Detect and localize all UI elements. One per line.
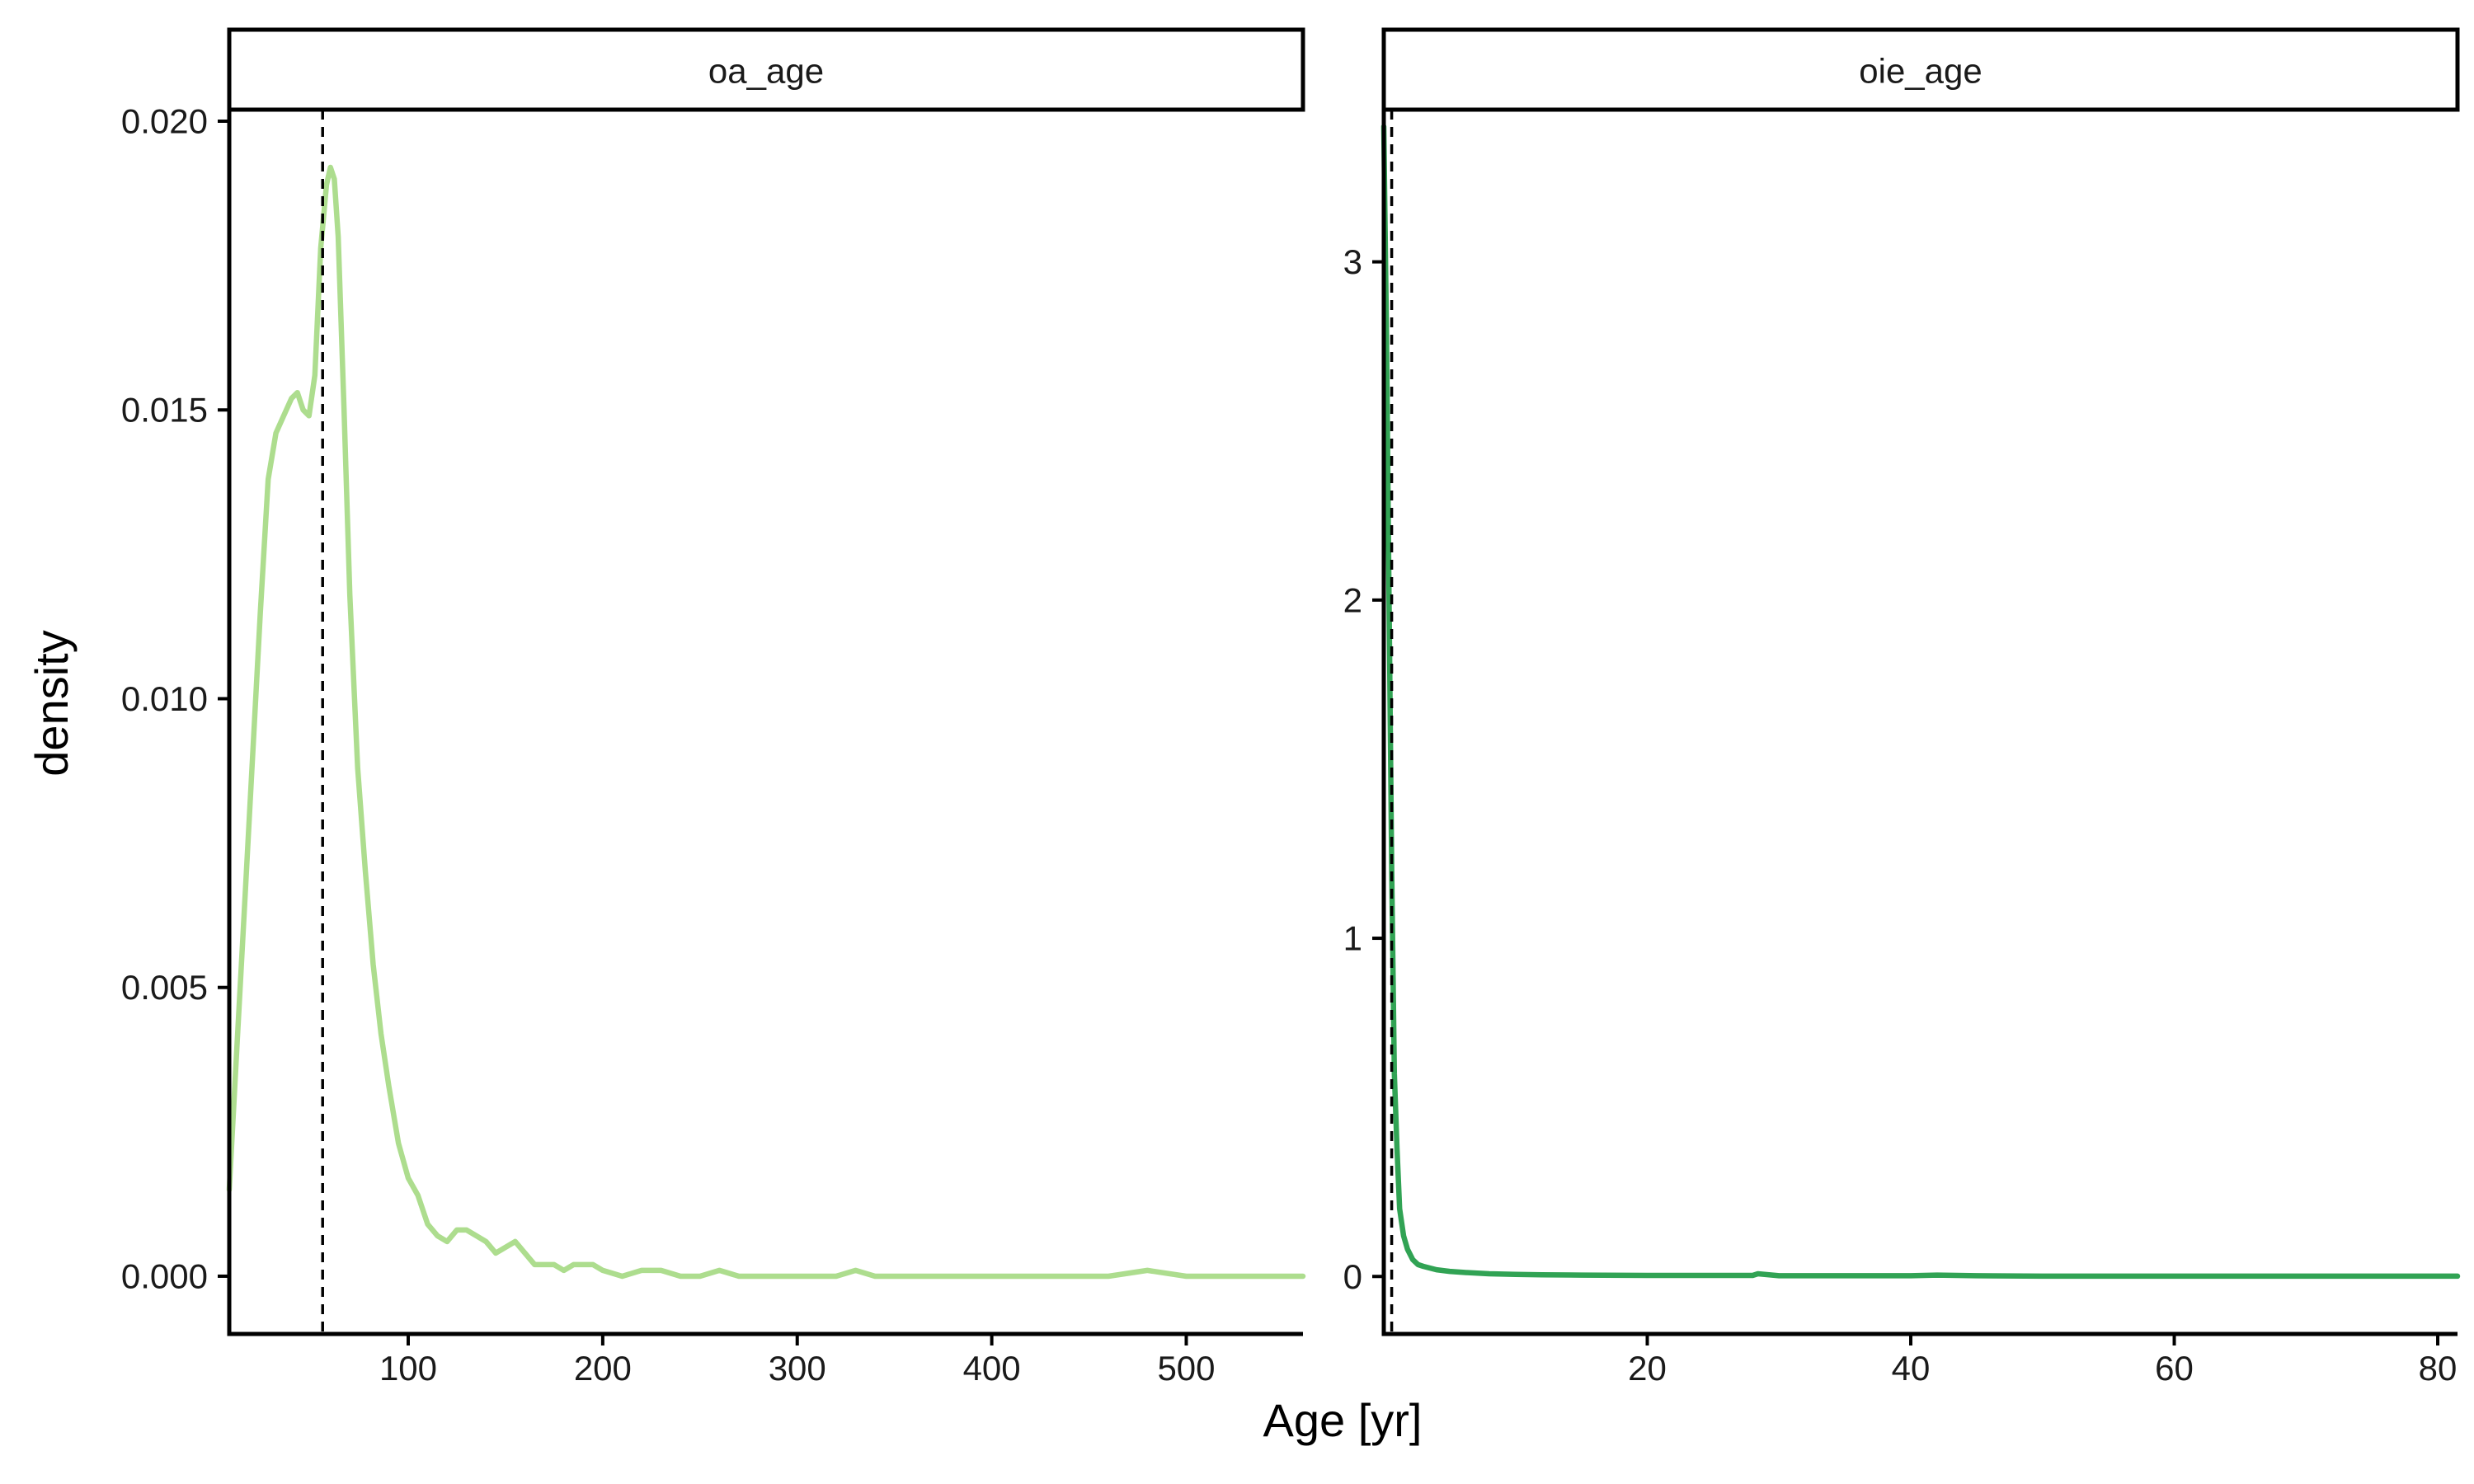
x-tick-label-oie-age: 80 [2419,1349,2458,1388]
y-tick-label-oa-age: 0.010 [121,679,208,718]
y-tick-label-oie-age: 2 [1343,580,1362,619]
y-tick-label-oa-age: 0.000 [121,1256,208,1295]
x-tick-label-oie-age: 20 [1628,1349,1667,1388]
x-tick-label-oa-age: 200 [574,1349,632,1388]
x-tick-label-oa-age: 100 [379,1349,437,1388]
y-tick-label-oa-age: 0.020 [121,102,208,141]
x-tick-label-oie-age: 40 [1892,1349,1931,1388]
y-tick-label-oie-age: 3 [1343,242,1362,281]
x-tick-label-oie-age: 60 [2155,1349,2194,1388]
x-tick-label-oa-age: 300 [769,1349,826,1388]
x-axis-title: Age [yr] [1263,1394,1423,1446]
facet-strip-label-oa-age: oa_age [708,52,824,91]
y-tick-label-oa-age: 0.015 [121,391,208,430]
y-tick-label-oie-age: 0 [1343,1257,1362,1296]
y-tick-label-oie-age: 1 [1343,919,1362,958]
x-tick-label-oa-age: 500 [1157,1349,1215,1388]
facet-strip-label-oie-age: oie_age [1859,52,1982,91]
y-tick-label-oa-age: 0.005 [121,968,208,1007]
x-tick-label-oa-age: 400 [963,1349,1021,1388]
y-axis-title: density [26,630,78,776]
